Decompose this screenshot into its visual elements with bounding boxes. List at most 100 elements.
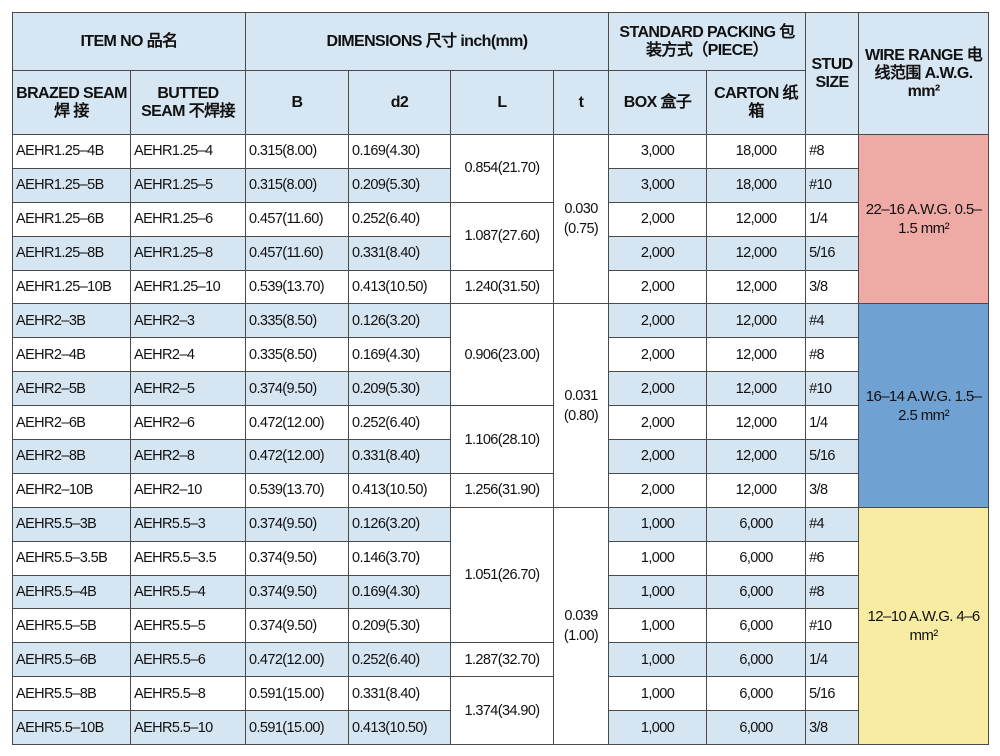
- b-cell: 0.591(15.00): [245, 710, 349, 746]
- table-row: AEHR2–3B AEHR2–3 0.335(8.50) 0.126(3.20) 0.9…: [12, 303, 990, 508]
- header-dimensions: DIMENSIONS 尺寸 inch(mm): [244, 12, 610, 71]
- b-cell: 0.374(9.50): [245, 540, 349, 576]
- box-cell: 1,000: [608, 540, 708, 576]
- box-cell: 1,000: [608, 506, 708, 542]
- stud-cell: 3/8: [805, 269, 860, 305]
- box-cell: 1,000: [608, 642, 708, 678]
- header-b: B: [245, 70, 349, 135]
- header-item-no: ITEM NO 品名: [12, 12, 246, 71]
- b-cell: 0.374(9.50): [245, 574, 349, 610]
- table-row: AEHR1.25–5B AEHR1.25–5 0.315(8.00) 0.209(5.…: [12, 167, 989, 203]
- carton-cell: 12,000: [706, 235, 807, 271]
- carton-cell: 6,000: [706, 608, 807, 644]
- stud-cell: #10: [805, 371, 860, 407]
- brazed-cell: AEHR5.5–6B: [12, 642, 131, 678]
- brazed-cell: AEHR5.5–5B: [12, 608, 131, 644]
- table-row: AEHR5.5–3.5B AEHR5.5–3.5 0.374(9.50) 0.146(…: [12, 540, 989, 576]
- d2-cell: 0.413(10.50): [348, 269, 451, 305]
- header-wire-range: WIRE RANGE 电线范围 A.W.G. mm²: [858, 12, 990, 135]
- brazed-cell: AEHR2–4B: [12, 337, 131, 373]
- butted-cell: AEHR5.5–5: [130, 608, 246, 644]
- carton-cell: 12,000: [706, 405, 807, 441]
- header-butted: BUTTED SEAM 不焊接: [130, 70, 246, 135]
- l-cell: 1.106(28.10): [450, 405, 554, 474]
- table-body: AEHR1.25–4B AEHR1.25–4 0.315(8.00) 0.169(4.…: [12, 133, 990, 746]
- d2-cell: 0.169(4.30): [348, 337, 451, 373]
- table-row: AEHR1.25–8B AEHR1.25–8 0.457(11.60) 0.331(8…: [12, 235, 989, 271]
- table-row: AEHR1.25–6B AEHR1.25–6 0.457(11.60) 0.252(6…: [12, 201, 989, 271]
- brazed-cell: AEHR2–5B: [12, 371, 131, 407]
- carton-cell: 12,000: [706, 371, 807, 407]
- stud-cell: #6: [805, 540, 860, 576]
- butted-cell: AEHR1.25–4: [130, 134, 246, 169]
- d2-cell: 0.209(5.30): [348, 371, 451, 407]
- box-cell: 1,000: [608, 608, 708, 644]
- header-l: L: [450, 70, 554, 135]
- stud-cell: 3/8: [805, 472, 860, 508]
- t-cell: 0.031 (0.80): [552, 303, 610, 508]
- stud-cell: 1/4: [805, 642, 860, 678]
- b-cell: 0.539(13.70): [245, 472, 349, 508]
- box-cell: 2,000: [608, 201, 708, 237]
- header-carton: CARTON 纸 箱: [706, 70, 807, 135]
- table-row: AEHR5.5–4B AEHR5.5–4 0.374(9.50) 0.169(4.30…: [12, 574, 989, 610]
- b-cell: 0.335(8.50): [245, 337, 349, 373]
- header-stud-size: STUD SIZE: [805, 12, 860, 135]
- header-brazed: BRAZED SEAM 焊 接: [12, 70, 131, 135]
- brazed-cell: AEHR5.5–3B: [12, 506, 131, 542]
- carton-cell: 6,000: [706, 540, 807, 576]
- l-cell: 1.374(34.90): [450, 676, 554, 746]
- carton-cell: 12,000: [706, 472, 807, 508]
- butted-cell: AEHR1.25–6: [130, 201, 246, 237]
- butted-cell: AEHR5.5–6: [130, 642, 246, 678]
- b-cell: 0.472(12.00): [245, 405, 349, 441]
- box-cell: 2,000: [608, 405, 708, 441]
- butted-cell: AEHR2–10: [130, 472, 246, 508]
- carton-cell: 18,000: [706, 167, 807, 203]
- l-cell: 0.854(21.70): [450, 134, 554, 203]
- d2-cell: 0.331(8.40): [348, 235, 451, 271]
- butted-cell: AEHR2–4: [130, 337, 246, 373]
- butted-cell: AEHR5.5–8: [130, 676, 246, 712]
- box-cell: 1,000: [608, 574, 708, 610]
- b-cell: 0.374(9.50): [245, 371, 349, 407]
- brazed-cell: AEHR5.5–3.5B: [12, 540, 131, 576]
- b-cell: 0.374(9.50): [245, 506, 349, 542]
- spec-table: ITEM NO 品名 DIMENSIONS 尺寸 inch(mm) STANDA…: [12, 12, 990, 746]
- box-cell: 2,000: [608, 235, 708, 271]
- box-cell: 2,000: [608, 371, 708, 407]
- l-cell: 1.051(26.70): [450, 506, 554, 644]
- d2-cell: 0.252(6.40): [348, 201, 451, 237]
- butted-cell: AEHR2–3: [130, 303, 246, 339]
- stud-cell: 5/16: [805, 676, 860, 712]
- brazed-cell: AEHR5.5–8B: [12, 676, 131, 712]
- b-cell: 0.472(12.00): [245, 439, 349, 474]
- stud-cell: #4: [805, 303, 860, 339]
- butted-cell: AEHR5.5–4: [130, 574, 246, 610]
- stud-cell: 5/16: [805, 439, 860, 474]
- butted-cell: AEHR2–5: [130, 371, 246, 407]
- table-row: AEHR1.25–4B AEHR1.25–4 0.315(8.00) 0.169(4.…: [12, 133, 990, 305]
- table-row: AEHR2–8B AEHR2–8 0.472(12.00) 0.331(8.40) 2,…: [12, 439, 989, 474]
- l-cell: 1.087(27.60): [450, 201, 554, 271]
- box-cell: 1,000: [608, 676, 708, 712]
- l-cell: 1.240(31.50): [450, 269, 554, 305]
- box-cell: 1,000: [608, 710, 708, 746]
- t-cell: 0.030 (0.75): [552, 133, 610, 305]
- d2-cell: 0.146(3.70): [348, 540, 451, 576]
- brazed-cell: AEHR1.25–4B: [12, 134, 131, 169]
- brazed-cell: AEHR1.25–5B: [12, 167, 131, 203]
- table-row: AEHR2–10B AEHR2–10 0.539(13.70) 0.413(10.50…: [12, 472, 989, 508]
- stud-cell: #8: [805, 337, 860, 373]
- wire-range-cell: 16–14 A.W.G. 1.5–2.5 mm²: [858, 303, 990, 508]
- d2-cell: 0.252(6.40): [348, 642, 451, 678]
- stud-cell: 3/8: [805, 710, 860, 746]
- butted-cell: AEHR2–6: [130, 405, 246, 441]
- table-row: AEHR2–4B AEHR2–4 0.335(8.50) 0.169(4.30) 2,0…: [12, 337, 989, 373]
- b-cell: 0.315(8.00): [245, 134, 349, 169]
- header-packing: STANDARD PACKING 包装方式（PIECE）: [608, 12, 807, 71]
- d2-cell: 0.252(6.40): [348, 405, 451, 441]
- stud-cell: 1/4: [805, 405, 860, 441]
- brazed-cell: AEHR2–10B: [12, 472, 131, 508]
- b-cell: 0.457(11.60): [245, 201, 349, 237]
